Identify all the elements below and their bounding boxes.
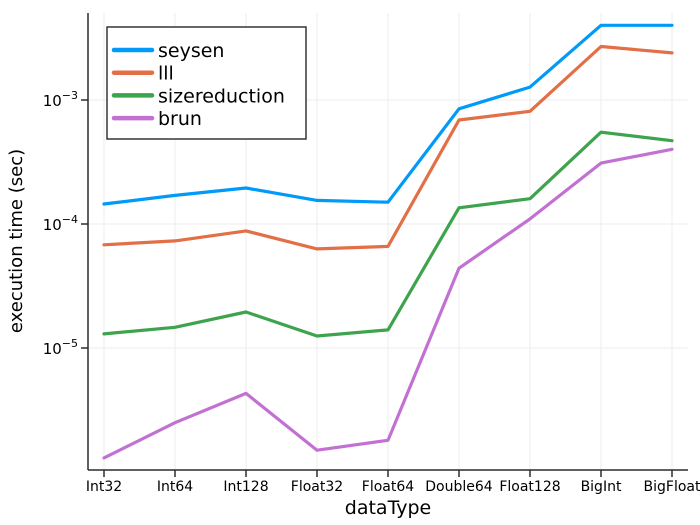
y-tick-label: 10−5 bbox=[43, 337, 78, 358]
y-tick-labels: 10−3 10−4 10−5 bbox=[43, 89, 78, 358]
x-tick-label: Int128 bbox=[223, 479, 268, 495]
series-lines bbox=[102, 23, 674, 460]
x-tick-label: Float64 bbox=[362, 479, 414, 495]
x-axis-title: dataType bbox=[345, 497, 431, 519]
legend-label-lll: lll bbox=[158, 63, 174, 85]
x-tick-label: Int64 bbox=[157, 479, 193, 495]
x-tick-labels: Int32 Int64 Int128 Float32 Float64 Double64 Fl… bbox=[86, 479, 700, 495]
x-tick-label: Float128 bbox=[499, 479, 560, 495]
y-tick-label: 10−3 bbox=[43, 89, 78, 110]
series-line-lll bbox=[102, 44, 674, 251]
legend-label-sizereduction: sizereduction bbox=[158, 85, 285, 107]
y-tick-label: 10−4 bbox=[43, 213, 78, 234]
series-line-seysen bbox=[102, 23, 674, 206]
series-line-brun bbox=[102, 147, 674, 460]
x-tick-label: Int32 bbox=[86, 479, 122, 495]
series-line-sizereduction bbox=[102, 130, 674, 338]
legend-label-brun: brun bbox=[158, 108, 202, 130]
x-tick-label: Float32 bbox=[291, 479, 343, 495]
legend-label-seysen: seysen bbox=[158, 40, 224, 62]
x-tick-label: BigInt bbox=[581, 479, 622, 495]
x-tick-label: BigFloat bbox=[644, 479, 700, 495]
axes bbox=[81, 13, 688, 477]
x-tick-label: Double64 bbox=[425, 479, 493, 495]
y-axis-title: execution time (sec) bbox=[6, 149, 27, 333]
